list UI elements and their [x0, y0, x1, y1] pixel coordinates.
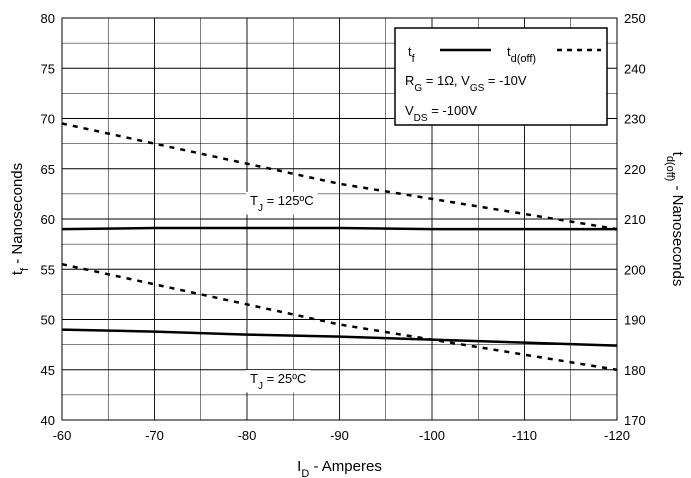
right-axis-label: td(off) - Nanoseconds	[664, 152, 686, 287]
right-tick-label: 180	[624, 363, 646, 378]
annotation-tj25: TJ = 25ºC	[250, 371, 306, 392]
annotations: TJ = 125ºC TJ = 25ºC	[246, 192, 318, 393]
series-line-1	[61, 328, 618, 347]
left-tick-label: 65	[41, 162, 55, 177]
plot-frame	[61, 17, 618, 421]
x-axis-label: ID - Amperes	[297, 458, 382, 478]
legend-box	[394, 27, 608, 126]
legend-entry-tdoff: td(off)	[507, 44, 536, 65]
annotation-tj25-rest: = 25ºC	[263, 371, 306, 386]
x-tick-label: -100	[419, 428, 445, 443]
annotation-tj125-rest: = 125ºC	[263, 193, 314, 208]
right-tick-label: 190	[624, 313, 646, 328]
left-tick-label: 75	[41, 61, 55, 76]
legend-entry-tdoff-main: t	[507, 44, 511, 59]
x-tick-label: -60	[53, 428, 72, 443]
annotation-tj25-sub: J	[258, 381, 263, 392]
legend-entry-tdoff-sub: d(off)	[511, 53, 536, 65]
series-line-0	[61, 226, 617, 231]
left-tick-label: 80	[41, 11, 55, 26]
x-tick-label: -80	[238, 428, 257, 443]
annotation-tj125-main: T	[250, 193, 258, 208]
left-axis-ticks: 40 45 50 55 60 65 70 75 80	[41, 11, 55, 428]
annotation-tj25-main: T	[250, 371, 258, 386]
left-axis-label: tf - Nanoseconds	[9, 163, 31, 275]
x-tick-label: -120	[604, 428, 630, 443]
x-tick-label: -110	[512, 428, 537, 443]
legend: tf td(off) RG = 1Ω, VGS = -10V VDS = -10…	[394, 27, 608, 126]
right-tick-label: 240	[624, 61, 646, 76]
annotation-tj125: TJ = 125ºC	[250, 193, 314, 214]
left-tick-label: 40	[41, 413, 55, 428]
left-tick-label: 70	[41, 112, 55, 127]
left-tick-label: 60	[41, 212, 55, 227]
right-tick-label: 210	[624, 212, 646, 227]
annotation-tj125-sub: J	[258, 203, 263, 214]
annotation-tj125-bg	[246, 192, 318, 215]
right-tick-label: 230	[624, 112, 646, 127]
legend-entry-tf: tf	[408, 44, 416, 65]
series-lines	[61, 122, 618, 372]
left-tick-label: 45	[41, 363, 55, 378]
x-tick-label: -90	[330, 428, 349, 443]
legend-condition-vds: VDS = -100V	[405, 103, 477, 124]
right-tick-label: 170	[624, 413, 646, 428]
right-axis-ticks: 170 180 190 200 210 220 230 240 250	[624, 11, 646, 428]
annotation-tj25-bg	[246, 370, 311, 393]
x-tick-label: -70	[145, 428, 164, 443]
legend-condition-rg-vgs: RG = 1Ω, VGS = -10V	[405, 73, 527, 94]
right-tick-label: 220	[624, 162, 646, 177]
x-axis-ticks: -60 -70 -80 -90 -100 -110 -120	[53, 428, 630, 443]
legend-entry-tf-sub: f	[412, 53, 416, 65]
right-tick-label: 250	[624, 11, 646, 26]
right-tick-label: 200	[624, 262, 646, 277]
left-tick-label: 55	[41, 262, 55, 277]
left-tick-label: 50	[41, 313, 55, 328]
legend-entry-tf-main: t	[408, 44, 412, 59]
